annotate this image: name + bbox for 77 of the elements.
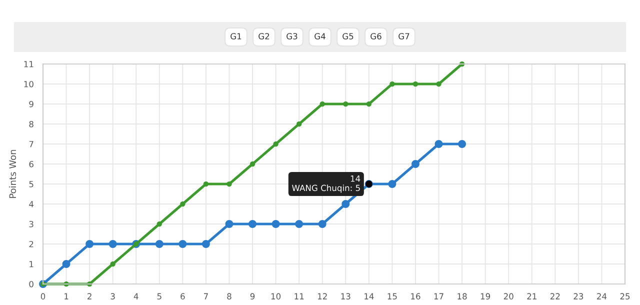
point xyxy=(203,181,209,187)
point xyxy=(178,240,187,248)
annotation: 14 WANG Chuqin: 5 xyxy=(292,176,360,193)
point xyxy=(180,201,186,207)
x-tick-label: 15 xyxy=(388,293,397,300)
y-tick-label: 7 xyxy=(29,141,34,148)
point xyxy=(434,140,443,148)
text: G7 xyxy=(398,33,410,40)
x-tick-label: 25 xyxy=(620,293,630,300)
point xyxy=(226,181,232,187)
point xyxy=(295,220,304,228)
point xyxy=(436,81,442,87)
point xyxy=(366,101,372,107)
point xyxy=(110,261,116,267)
point xyxy=(108,240,117,248)
y-tick-label: 4 xyxy=(29,201,34,208)
x-tick-label: 16 xyxy=(411,293,420,300)
text: G2 xyxy=(258,33,270,40)
x-tick-label: 4 xyxy=(134,293,138,300)
x-tick-label: 6 xyxy=(180,293,185,300)
point xyxy=(342,200,350,208)
y-tick-label: 8 xyxy=(29,120,34,128)
point xyxy=(320,101,325,107)
point xyxy=(225,220,234,228)
point xyxy=(343,101,348,107)
x-tick-label: 19 xyxy=(480,293,490,300)
text: G4 xyxy=(314,33,326,40)
point xyxy=(411,160,420,168)
point xyxy=(273,141,278,147)
text: G6 xyxy=(370,33,382,40)
x-tick-label: 13 xyxy=(341,293,350,300)
point xyxy=(155,240,164,248)
y-tick-label: 10 xyxy=(24,80,34,88)
y-tick-label: 2 xyxy=(29,240,34,248)
x-tick-label: 9 xyxy=(250,293,255,300)
x-tick-label: 23 xyxy=(574,293,584,300)
x-tick-label: 22 xyxy=(550,293,560,300)
point xyxy=(248,220,257,228)
y-tick-label: 6 xyxy=(29,160,34,168)
point xyxy=(272,220,280,228)
y-tick-label: 3 xyxy=(29,220,34,228)
text: G3 xyxy=(286,33,298,40)
point xyxy=(86,240,94,248)
x-tick-label: 18 xyxy=(458,293,467,300)
x-tick-label: 1 xyxy=(64,293,68,300)
point xyxy=(388,180,396,188)
text: G5 xyxy=(342,33,354,40)
x-tick-label: 5 xyxy=(157,293,162,300)
x-tick-label: 11 xyxy=(294,293,304,300)
point xyxy=(250,161,256,167)
x-tick-label: 2 xyxy=(88,293,92,300)
x-tick-label: 12 xyxy=(318,293,327,300)
x-tick-label: 21 xyxy=(527,293,536,300)
y-tick-label: 1 xyxy=(30,261,34,268)
point xyxy=(62,260,70,268)
y-tick-label: 5 xyxy=(29,181,34,188)
x-tick-label: 8 xyxy=(227,293,232,300)
point xyxy=(390,81,395,87)
x-tick-label: 14 xyxy=(364,293,374,300)
y-tick-label: 11 xyxy=(24,61,34,68)
point xyxy=(412,81,418,87)
y-tick-label: 9 xyxy=(29,100,34,108)
x-tick-label: 17 xyxy=(434,293,444,300)
x-tick-label: 7 xyxy=(204,293,208,300)
point xyxy=(296,121,302,127)
point xyxy=(156,221,162,227)
point xyxy=(202,240,210,248)
text: G1 xyxy=(230,33,242,40)
y-axis-title: Points Won xyxy=(9,150,16,198)
x-tick-label: 0 xyxy=(40,293,46,300)
x-tick-label: 20 xyxy=(504,293,514,300)
x-tick-label: 3 xyxy=(110,293,115,300)
x-tick-label: 10 xyxy=(271,293,281,300)
y-tick-label: 0 xyxy=(29,280,34,288)
point xyxy=(318,220,326,228)
x-tick-label: 24 xyxy=(597,293,607,300)
point xyxy=(458,140,466,148)
